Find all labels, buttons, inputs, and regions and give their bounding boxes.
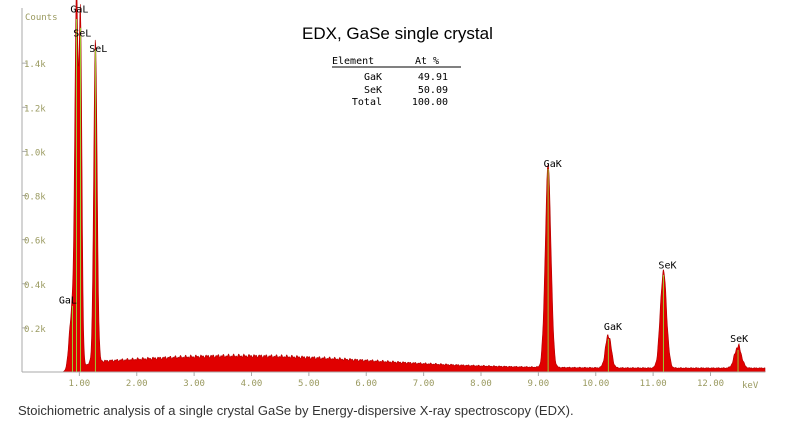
peak-label: SeL [89, 44, 107, 55]
x-tick-label: 3.00 [183, 379, 205, 389]
table-header-atpct: At % [415, 56, 439, 67]
peak-labels: GaL SeL SeL GaL GaK GaK SeK SeK [59, 4, 748, 345]
figure-caption: Stoichiometric analysis of a single crys… [18, 403, 574, 418]
peak-label: GaL [70, 4, 88, 15]
peak-label: SeK [658, 260, 676, 271]
y-tick-label: 0.6k [24, 237, 46, 247]
axes [21, 8, 765, 373]
peak-label: GaL [59, 296, 77, 307]
x-tick-label: 2.00 [126, 379, 148, 389]
y-tick-label: 1.4k [24, 60, 46, 70]
y-tick-label: 1.2k [24, 104, 46, 114]
table-row-value: 49.91 [418, 72, 448, 83]
tick-labels: 0.2k 0.4k 0.6k 0.8k 1.0k 1.2k 1.4k 1.00 2.00 3.00… [22, 60, 724, 389]
table-header-element: Element [332, 56, 374, 67]
y-tick-label: 1.0k [24, 148, 46, 158]
edx-spectrum-chart: 0.2k 0.4k 0.6k 0.8k 1.0k 1.2k 1.4k 1.00 2.00 3.00… [21, 0, 766, 391]
table-row-value: 100.00 [412, 97, 448, 108]
x-tick-label: 9.00 [528, 379, 550, 389]
x-tick-label: 5.00 [298, 379, 320, 389]
x-tick-label: 1.00 [69, 379, 91, 389]
peak-markers [71, 19, 739, 372]
y-tick-label: 0.4k [24, 281, 46, 291]
x-tick-label: 12.00 [697, 379, 724, 389]
x-tick-label: 6.00 [355, 379, 377, 389]
x-tick-label: 7.00 [413, 379, 435, 389]
chart-title: EDX, GaSe single crystal [302, 24, 493, 43]
table-row-value: 50.09 [418, 85, 448, 96]
spectrum-area [22, 0, 766, 373]
x-tick-label: 8.00 [470, 379, 492, 389]
y-tick-label: 0.8k [24, 193, 46, 203]
y-axis-label: Counts [25, 13, 58, 23]
x-axis-unit: keV [742, 381, 759, 391]
table-row-label: Total [352, 97, 382, 108]
x-tick-label: 11.00 [640, 379, 667, 389]
table-row-label: SeK [364, 85, 382, 96]
composition-table: Element At % GaK 49.91 SeK 50.09 Total 1… [332, 56, 461, 108]
plot-area [22, 0, 766, 373]
peak-label: GaK [604, 322, 622, 333]
peak-label: SeL [73, 29, 91, 40]
peak-label: SeK [730, 334, 748, 345]
table-row-label: GaK [364, 72, 382, 83]
peak-label: GaK [544, 159, 562, 170]
y-tick-label: 0.2k [24, 325, 46, 335]
x-tick-label: 10.00 [582, 379, 609, 389]
x-tick-label: 4.00 [241, 379, 263, 389]
